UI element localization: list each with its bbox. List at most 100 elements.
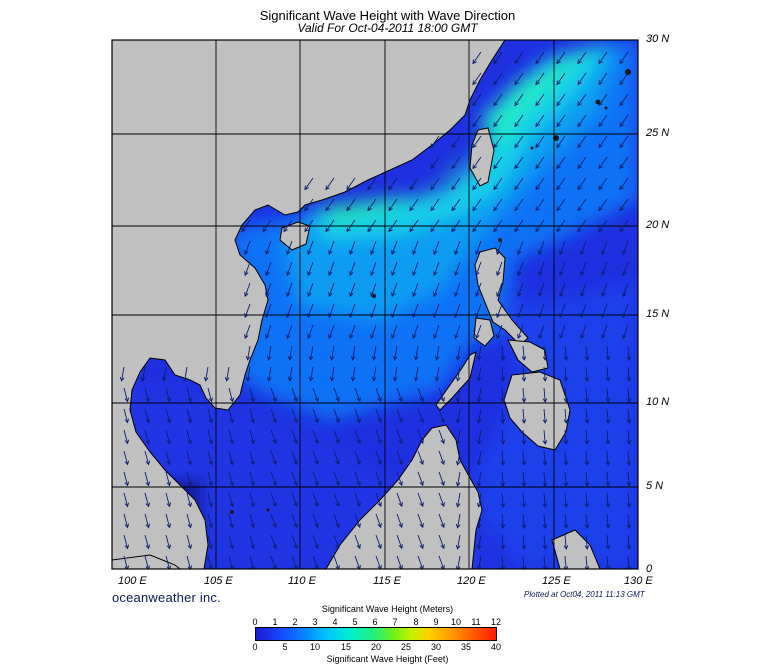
wave-arrow xyxy=(370,261,377,276)
wave-arrow xyxy=(496,282,503,297)
wave-arrow xyxy=(123,408,129,423)
wave-arrow xyxy=(165,450,171,465)
wave-arrow-head xyxy=(542,461,548,466)
wave-arrow xyxy=(265,261,272,276)
wave-arrow-head xyxy=(563,566,569,569)
wave-arrow xyxy=(394,366,398,381)
wave-arrow xyxy=(501,366,504,381)
wave-arrow-head xyxy=(493,164,498,170)
wave-arrow-head xyxy=(619,185,624,191)
wave-arrow xyxy=(207,471,213,486)
wave-arrow-head xyxy=(430,227,435,233)
wave-arrow xyxy=(325,219,335,232)
wave-arrow-head xyxy=(250,523,256,529)
wave-arrow-head xyxy=(476,523,482,529)
wave-arrow-head xyxy=(472,227,477,233)
wave-arrow-head xyxy=(349,271,354,277)
wave-arrow xyxy=(619,72,629,85)
wave-arrow-head xyxy=(542,482,548,487)
wave-arrow-head xyxy=(440,544,445,550)
wave-arrow xyxy=(165,492,171,507)
graticule xyxy=(112,40,638,569)
wave-arrow-head xyxy=(433,292,438,298)
wave-arrow xyxy=(286,303,293,318)
map-title: Significant Wave Height with Wave Direct… xyxy=(259,8,516,23)
wave-arrow xyxy=(517,324,524,339)
wave-arrow xyxy=(270,387,277,402)
wave-arrow xyxy=(367,219,377,232)
wave-arrow-head xyxy=(124,502,130,508)
wave-arrow xyxy=(478,450,482,465)
wave-arrow-head xyxy=(124,544,130,550)
wave-arrow xyxy=(598,198,608,211)
wave-arrow xyxy=(457,387,461,402)
wave-arrow xyxy=(144,429,150,444)
wave-arrow xyxy=(517,282,524,297)
wave-arrow-head xyxy=(577,101,582,107)
wave-arrow-head xyxy=(517,313,522,319)
wave-arrow-head xyxy=(538,271,543,277)
wave-arrow-head xyxy=(124,418,130,424)
wave-arrow-head xyxy=(272,397,277,403)
wave-arrow xyxy=(564,471,567,486)
wave-arrow xyxy=(585,513,588,528)
wave-arrow-head xyxy=(584,398,590,403)
wave-arrow-head xyxy=(472,101,477,107)
wave-arrow-head xyxy=(451,227,456,233)
wave-arrow-head xyxy=(472,80,477,86)
wave-arrow-head xyxy=(605,545,611,550)
wave-arrow xyxy=(228,408,234,423)
wave-arrow-head xyxy=(229,481,235,487)
wave-arrow xyxy=(391,240,398,255)
wave-arrow-head xyxy=(475,313,480,319)
wave-arrow-head xyxy=(556,206,561,212)
wave-arrow-head xyxy=(244,271,249,277)
wave-arrow xyxy=(291,513,298,528)
wave-arrow-head xyxy=(272,565,277,569)
meters-tick: 6 xyxy=(372,617,378,627)
wave-arrow xyxy=(375,513,382,528)
wave-arrow xyxy=(312,408,319,423)
wave-arrow xyxy=(522,429,525,444)
wave-arrow-head xyxy=(356,502,361,508)
valid-time: Valid For Oct-04-2011 18:00 GMT xyxy=(297,21,478,35)
wave-arrow-head xyxy=(328,313,333,319)
wave-arrow xyxy=(354,450,361,465)
wave-arrow-head xyxy=(307,292,312,298)
wave-arrow-head xyxy=(187,481,193,487)
wave-arrow-head xyxy=(398,523,403,529)
wave-arrow-head xyxy=(598,227,603,233)
wave-arrow-head xyxy=(556,143,561,149)
wave-arrow xyxy=(501,387,504,402)
wave-arrow xyxy=(328,324,335,339)
wave-arrow xyxy=(543,387,546,402)
wave-arrow xyxy=(265,282,272,297)
wave-arrow xyxy=(619,198,629,211)
colorbar-feet-title: Significant Wave Height (Feet) xyxy=(326,654,449,664)
wave-arrow xyxy=(522,555,525,569)
wave-arrow xyxy=(535,219,545,232)
wave-arrow-head xyxy=(476,397,482,403)
wave-arrow xyxy=(535,156,545,169)
wave-arrow xyxy=(144,492,150,507)
lon-label-110e: 110 E xyxy=(288,575,316,587)
wave-arrow-head xyxy=(293,544,298,550)
wave-arrow-head xyxy=(412,313,417,319)
wave-arrow-head xyxy=(619,59,624,65)
wave-arrow xyxy=(375,471,382,486)
wave-arrow xyxy=(328,240,335,255)
wave-arrow xyxy=(375,534,382,549)
wave-arrow-head xyxy=(391,313,396,319)
wave-arrow xyxy=(307,324,314,339)
wave-arrow-head xyxy=(286,250,291,256)
wave-arrow xyxy=(627,450,630,465)
wave-arrow-head xyxy=(598,206,603,212)
wave-arrow xyxy=(333,429,340,444)
wave-arrow xyxy=(430,156,440,169)
wave-arrow-head xyxy=(166,544,172,550)
wave-arrow xyxy=(186,408,192,423)
wave-arrow-head xyxy=(538,313,543,319)
wave-arrow-head xyxy=(476,418,482,424)
wave-arrow-head xyxy=(626,398,632,403)
wave-arrow xyxy=(438,387,445,402)
